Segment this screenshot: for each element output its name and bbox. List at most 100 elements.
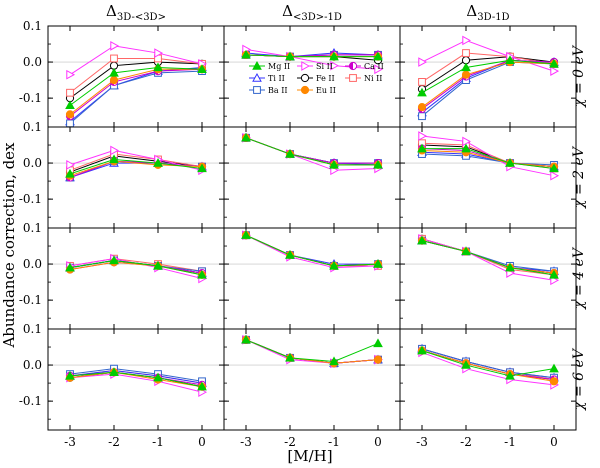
series-line-TiII bbox=[245, 52, 379, 58]
data-point-MgII bbox=[241, 132, 251, 142]
series-MgII bbox=[65, 255, 207, 279]
series-MgII bbox=[417, 143, 559, 173]
panel-frame bbox=[47, 126, 225, 229]
x-tick-label: -2 bbox=[460, 435, 472, 449]
series-MgII bbox=[417, 235, 559, 279]
data-point-SiII bbox=[110, 40, 120, 51]
legend-marker bbox=[300, 73, 310, 83]
data-point-SiII bbox=[462, 35, 472, 46]
panel-r3-c2 bbox=[223, 227, 401, 330]
series-line-EuII bbox=[69, 371, 203, 388]
data-point-MgII bbox=[461, 246, 471, 256]
legend-label: Ni II bbox=[364, 74, 382, 83]
y-tick-label: 0.1 bbox=[23, 221, 42, 235]
data-point-MgII bbox=[197, 163, 207, 173]
series-line-SiII bbox=[421, 39, 555, 72]
series-SiII bbox=[66, 40, 208, 80]
panel-r2-c2 bbox=[223, 126, 401, 229]
x-axis-label: [M/H] bbox=[287, 447, 332, 465]
data-point-EuII bbox=[461, 70, 471, 79]
data-point-SiII bbox=[418, 131, 428, 141]
series-line-SiII bbox=[69, 373, 203, 393]
panel-frame bbox=[399, 126, 577, 229]
data-point-MgII bbox=[65, 100, 75, 110]
data-point-SiII bbox=[330, 60, 340, 71]
data-point-NiII bbox=[418, 78, 426, 86]
data-point-MgII bbox=[505, 158, 515, 167]
data-point-SiII bbox=[66, 160, 76, 170]
series-line-SiII bbox=[69, 149, 203, 171]
series-line-SiII bbox=[421, 351, 555, 386]
series-MgII bbox=[417, 55, 559, 97]
y-tick-label: 0.0 bbox=[23, 55, 42, 69]
series-line-SiII bbox=[421, 238, 555, 281]
data-point-NiII bbox=[462, 49, 470, 57]
series-line-MgII bbox=[69, 158, 203, 175]
x-tick-label: -1 bbox=[504, 435, 516, 449]
data-point-MgII bbox=[417, 87, 427, 97]
x-tick-label: 0 bbox=[198, 435, 206, 449]
series-MgII bbox=[241, 49, 383, 61]
data-point-MgII bbox=[241, 230, 251, 239]
series-line-MgII bbox=[421, 240, 555, 276]
data-point-EuII bbox=[417, 103, 427, 112]
x-tick-label: -2 bbox=[284, 435, 296, 449]
series-MgII bbox=[65, 62, 207, 110]
legend-entry-MgII: Mg II bbox=[249, 60, 290, 71]
data-point-EuII bbox=[549, 377, 559, 386]
series-MgII bbox=[241, 132, 383, 169]
data-point-BaII bbox=[66, 119, 74, 128]
legend-entry-SiII: Si II bbox=[297, 61, 333, 71]
legend-marker bbox=[349, 74, 357, 82]
legend-entry-BaII: Ba II bbox=[249, 86, 288, 95]
series-line-NiII bbox=[421, 52, 555, 83]
data-point-MgII bbox=[153, 158, 163, 167]
row-title-4: χ = 6 eV bbox=[571, 347, 587, 411]
panel-frame bbox=[223, 126, 401, 229]
data-point-SiII bbox=[66, 69, 76, 80]
series-line-MgII bbox=[69, 66, 203, 106]
panel-r2-c3 bbox=[399, 126, 577, 229]
y-tick-label: 0.0 bbox=[23, 257, 42, 271]
legend-label: Si II bbox=[316, 62, 333, 71]
data-point-MgII bbox=[329, 51, 339, 61]
panel-frame bbox=[399, 25, 577, 128]
data-point-MgII bbox=[153, 62, 163, 72]
y-tick-label: -0.1 bbox=[19, 394, 42, 408]
series-line-NiII bbox=[69, 57, 203, 94]
data-point-SiII bbox=[550, 66, 560, 76]
labels-layer: Abundance correction, dex [M/H] 0.1 0.0 -0… bbox=[0, 2, 587, 465]
panel-frame bbox=[47, 227, 225, 330]
series-line-MgII bbox=[421, 59, 555, 94]
x-tick-label: -1 bbox=[152, 435, 164, 449]
y-tick-label: 0.1 bbox=[23, 19, 42, 33]
panel-frame bbox=[47, 328, 225, 431]
legend-label: Fe II bbox=[316, 74, 335, 83]
data-point-MgII bbox=[417, 143, 427, 153]
data-point-MgII bbox=[417, 345, 427, 355]
panel-r4-c1 bbox=[47, 328, 225, 431]
column-title-1: Δ3D-<3D> bbox=[106, 2, 166, 23]
data-point-NiII bbox=[66, 88, 74, 97]
series-line-MgII bbox=[245, 234, 379, 267]
data-point-MgII bbox=[461, 360, 471, 369]
legend-label: Ti II bbox=[268, 74, 285, 83]
panel-r3-c3 bbox=[399, 227, 577, 330]
panels-layer bbox=[47, 25, 577, 431]
legend: Mg II Si II Ca II Ti II Fe II Ni II Ba II Eu II bbox=[249, 60, 384, 95]
series-line-SiII bbox=[421, 135, 555, 177]
x-tick-label: -3 bbox=[416, 435, 428, 449]
panel-frame bbox=[399, 227, 577, 330]
y-tick-label: 0.1 bbox=[23, 120, 42, 134]
y-tick-label: -0.1 bbox=[19, 192, 42, 206]
data-point-MgII bbox=[505, 262, 515, 272]
data-point-BaII bbox=[418, 112, 426, 121]
data-point-MgII bbox=[505, 370, 515, 380]
data-point-MgII bbox=[109, 154, 119, 164]
series-MgII bbox=[417, 345, 559, 380]
legend-label: Ba II bbox=[268, 86, 288, 95]
series-line-EuII bbox=[421, 61, 555, 108]
data-point-MgII bbox=[285, 51, 295, 61]
data-point-NiII bbox=[110, 54, 118, 63]
data-point-MgII bbox=[461, 143, 471, 153]
